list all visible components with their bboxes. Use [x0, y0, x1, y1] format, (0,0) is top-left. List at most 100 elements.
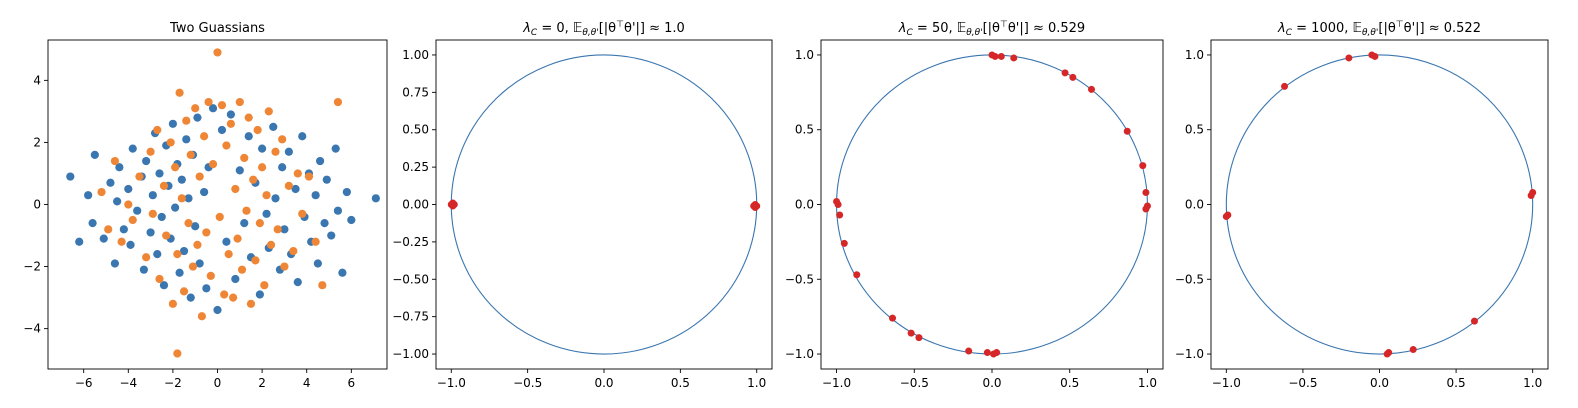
data-point — [1371, 52, 1379, 60]
data-point — [195, 172, 204, 181]
data-point — [840, 239, 848, 247]
x-tick-label: −1.0 — [1212, 376, 1241, 390]
data-point — [1385, 349, 1393, 357]
data-point — [240, 153, 249, 163]
data-point — [1087, 85, 1095, 93]
data-point — [124, 200, 133, 209]
data-point — [157, 212, 166, 222]
data-point — [106, 178, 115, 187]
data-point — [204, 97, 213, 107]
x-tick-label: −2 — [164, 376, 182, 390]
data-point — [124, 184, 133, 194]
x-tick-label: 6 — [347, 376, 355, 390]
data-point — [97, 187, 106, 197]
data-point — [1123, 127, 1131, 135]
data-point — [191, 104, 200, 113]
x-tick-label: 0.5 — [671, 376, 690, 390]
data-point — [173, 250, 182, 259]
y-tick-label: −2 — [23, 260, 41, 274]
data-point — [269, 122, 278, 132]
data-point — [193, 113, 202, 122]
subplot-title: Two Guassians — [169, 21, 265, 36]
data-point — [249, 175, 258, 184]
data-point — [991, 52, 999, 60]
y-tick-label: 1.0 — [795, 48, 814, 62]
series-1 — [66, 104, 380, 315]
subplot-title: λC = 50, 𝔼θ,θ'[|θ⊤θ'|] ≈ 0.529 — [898, 20, 1085, 38]
data-point — [110, 259, 120, 268]
data-point — [162, 231, 171, 240]
data-point — [135, 172, 144, 181]
data-point — [231, 274, 240, 284]
data-point — [155, 274, 164, 284]
data-point — [371, 194, 380, 203]
data-point — [231, 184, 240, 194]
data-point — [146, 228, 155, 237]
series-1 — [833, 51, 1151, 358]
data-point — [171, 203, 180, 212]
axes-frame — [47, 39, 388, 370]
data-point — [90, 150, 99, 159]
data-point — [889, 314, 897, 322]
y-tick-label: 0.00 — [402, 198, 429, 212]
data-point — [153, 125, 162, 135]
data-point — [182, 116, 191, 125]
data-point — [264, 107, 273, 116]
data-point — [126, 240, 135, 249]
y-tick-label: 0.5 — [795, 123, 814, 137]
data-point — [119, 225, 128, 234]
data-point — [133, 206, 142, 215]
data-point — [1142, 189, 1150, 197]
data-point — [915, 334, 923, 342]
x-tick-label: 0.0 — [1370, 376, 1389, 390]
data-point — [110, 156, 120, 166]
data-point — [293, 169, 302, 178]
data-point — [235, 166, 244, 175]
data-point — [240, 219, 249, 228]
x-tick-label: 0.0 — [982, 376, 1001, 390]
x-tick-label: −0.5 — [1288, 376, 1317, 390]
data-point — [266, 240, 276, 249]
data-point — [333, 206, 343, 215]
data-point — [148, 191, 157, 200]
data-point — [226, 110, 235, 119]
y-tick-label: −1.0 — [1175, 347, 1204, 361]
data-point — [224, 250, 233, 259]
x-tick-label: 2 — [258, 376, 266, 390]
data-point — [278, 163, 287, 172]
data-point — [907, 329, 915, 337]
y-tick-label: 0.75 — [402, 85, 429, 99]
subplot-1: Two Guassians −6 −4 −2 0 2 4 6 −4 −2 0 2 4 — [23, 21, 388, 390]
x-tick-label: 0 — [214, 376, 222, 390]
data-point — [117, 237, 126, 246]
data-point — [168, 119, 177, 128]
data-point — [128, 215, 137, 225]
data-point — [242, 206, 251, 215]
data-point — [983, 349, 991, 357]
data-point — [66, 172, 75, 181]
data-point — [327, 231, 336, 240]
data-point — [226, 119, 235, 128]
plot-area — [1222, 51, 1537, 358]
data-point — [1409, 346, 1417, 354]
y-tick-label: −0.25 — [392, 235, 429, 249]
data-point — [278, 135, 287, 144]
data-point — [315, 156, 325, 166]
data-point — [104, 225, 113, 234]
data-point — [173, 349, 182, 358]
data-point — [271, 147, 280, 156]
y-tick-label: 1.0 — [1185, 48, 1204, 62]
data-point — [853, 271, 861, 279]
data-point — [233, 234, 242, 243]
x-tick-label: 1.0 — [1523, 376, 1542, 390]
data-point — [197, 312, 206, 321]
data-point — [255, 219, 264, 228]
data-point — [213, 305, 222, 315]
subplot-4: λC = 1000, 𝔼θ,θ'[|θ⊤θ'|] ≈ 0.522 −1.0 −0.5… — [1175, 20, 1549, 390]
data-point — [320, 219, 329, 228]
data-point — [191, 222, 200, 231]
data-point — [222, 141, 231, 150]
data-point — [115, 163, 124, 172]
data-point — [208, 104, 218, 113]
data-point — [331, 144, 340, 153]
